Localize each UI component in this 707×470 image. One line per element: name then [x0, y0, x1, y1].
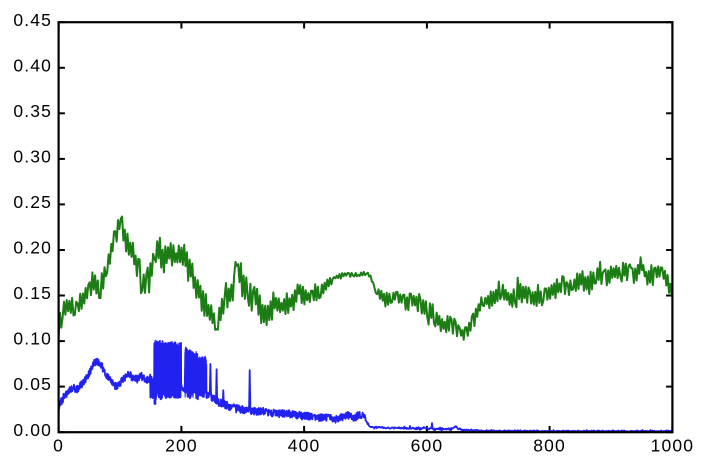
svg-text:0.15: 0.15 [13, 283, 52, 303]
svg-text:0.35: 0.35 [13, 101, 52, 121]
svg-text:0.05: 0.05 [13, 374, 52, 394]
svg-text:1000: 1000 [651, 435, 695, 455]
svg-text:0.10: 0.10 [13, 329, 52, 349]
svg-text:0.25: 0.25 [13, 192, 52, 212]
svg-text:0: 0 [53, 435, 64, 455]
svg-text:0.20: 0.20 [13, 238, 52, 258]
svg-text:400: 400 [288, 435, 321, 455]
svg-text:600: 600 [411, 435, 444, 455]
svg-text:0.00: 0.00 [13, 420, 52, 440]
svg-text:0.40: 0.40 [13, 55, 52, 75]
svg-text:0.30: 0.30 [13, 147, 52, 167]
svg-text:200: 200 [165, 435, 198, 455]
svg-text:0.45: 0.45 [13, 10, 52, 30]
svg-text:800: 800 [533, 435, 566, 455]
